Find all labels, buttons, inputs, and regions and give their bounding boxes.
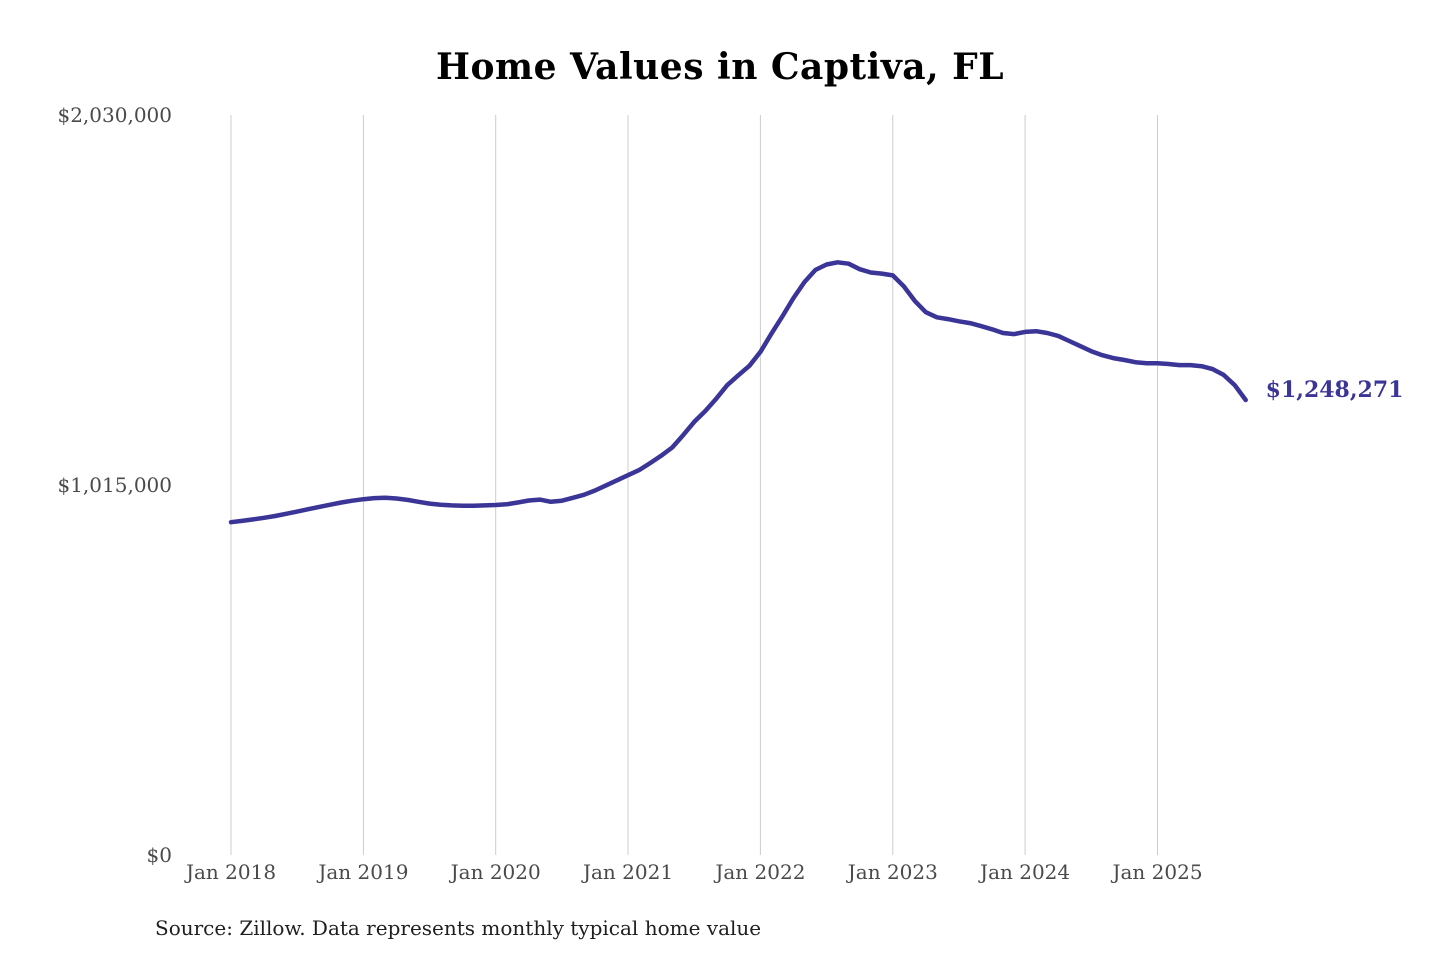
y-axis-tick-label: $0	[146, 843, 172, 867]
x-axis-tick-label: Jan 2018	[185, 860, 277, 884]
x-axis-tick-label: Jan 2023	[847, 860, 938, 884]
x-axis-tick-label: Jan 2020	[450, 860, 541, 884]
source-note: Source: Zillow. Data represents monthly …	[155, 916, 762, 940]
x-axis-tick-label: Jan 2025	[1112, 860, 1203, 884]
x-axis-tick-label: Jan 2022	[715, 860, 806, 884]
x-axis-tick-label: Jan 2024	[980, 860, 1071, 884]
home-value-line	[228, 260, 1248, 525]
current-value-label: $1,248,271	[1265, 376, 1404, 403]
y-axis-tick-label: $2,030,000	[57, 103, 172, 127]
x-axis-tick-label: Jan 2019	[318, 860, 409, 884]
y-axis-tick-label: $1,015,000	[57, 473, 172, 497]
chart-title: Home Values in Captiva, FL	[435, 46, 1005, 88]
gridlines-group	[230, 115, 1158, 855]
x-axis-tick-label: Jan 2021	[582, 860, 674, 884]
